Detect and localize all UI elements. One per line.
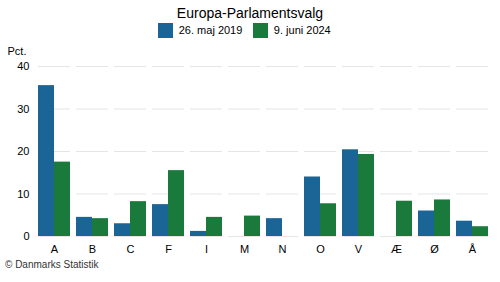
svg-text:20: 20 xyxy=(17,145,29,157)
html-text:26. maj 2019: 26. maj 2019 xyxy=(178,24,243,37)
svg-text:Ø: Ø xyxy=(430,243,439,255)
svg-text:30: 30 xyxy=(17,103,29,115)
svg-text:40: 40 xyxy=(17,60,29,72)
svg-text:10: 10 xyxy=(17,188,29,200)
svg-text:F: F xyxy=(165,243,172,255)
svg-text:N: N xyxy=(279,243,287,255)
svg-text:Pct.: Pct. xyxy=(8,45,27,57)
svg-text:I: I xyxy=(205,243,208,255)
svg-text:0: 0 xyxy=(23,230,29,242)
svg-text:O: O xyxy=(316,243,325,255)
html-text:© Danmarks Statistik: © Danmarks Statistik xyxy=(5,259,99,270)
svg-text:C: C xyxy=(127,243,135,255)
svg-text:M: M xyxy=(240,243,249,255)
html-text:Europa-Parlamentsvalg: Europa-Parlamentsvalg xyxy=(176,5,324,21)
svg-text:Å: Å xyxy=(469,243,477,255)
svg-text:B: B xyxy=(89,243,96,255)
svg-text:V: V xyxy=(355,243,363,255)
svg-text:Æ: Æ xyxy=(391,243,402,255)
html-text:9. juni 2024: 9. juni 2024 xyxy=(273,24,331,37)
svg-text:A: A xyxy=(51,243,59,255)
